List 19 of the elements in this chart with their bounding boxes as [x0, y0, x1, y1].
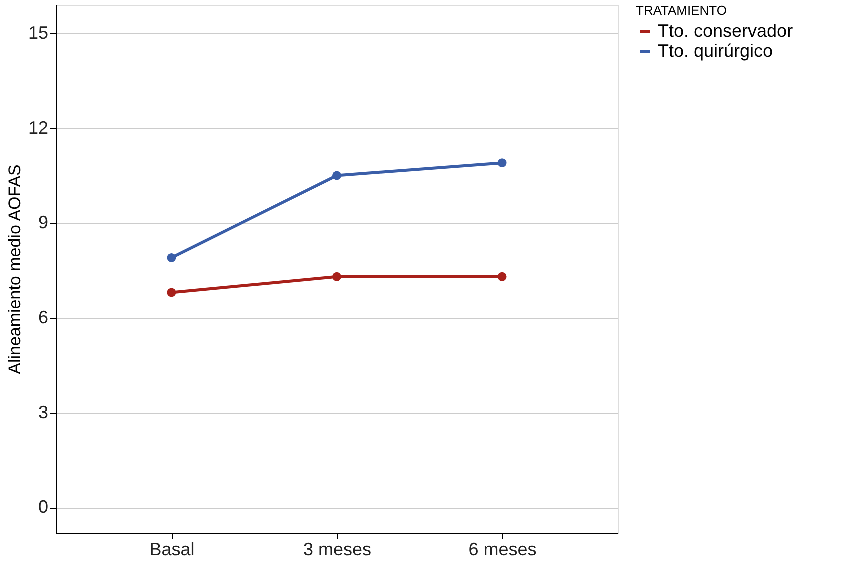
point [167, 253, 176, 262]
y-tick-label: 15 [28, 22, 48, 43]
x-tick-label: Basal [150, 540, 195, 560]
y-tick-label: 3 [38, 402, 48, 422]
y-axis-title: Alineamiento medio AOFAS [5, 164, 24, 374]
y-tick-label: 0 [38, 497, 48, 518]
y-tick-label: 12 [28, 118, 48, 138]
y-tick-label: 9 [38, 212, 48, 233]
point [167, 288, 176, 298]
point [498, 272, 507, 282]
legend-label: Tto. conservador [658, 21, 794, 41]
point [332, 171, 342, 180]
point [498, 158, 507, 168]
y-tick-label: 6 [38, 308, 48, 328]
legend-title: TRATAMIENTO [636, 3, 727, 18]
x-tick-label: 6 meses [468, 540, 537, 560]
x-tick-label: 3 meses [303, 540, 372, 560]
point [332, 272, 342, 282]
legend-label: Tto. quirúrgico [658, 41, 774, 61]
